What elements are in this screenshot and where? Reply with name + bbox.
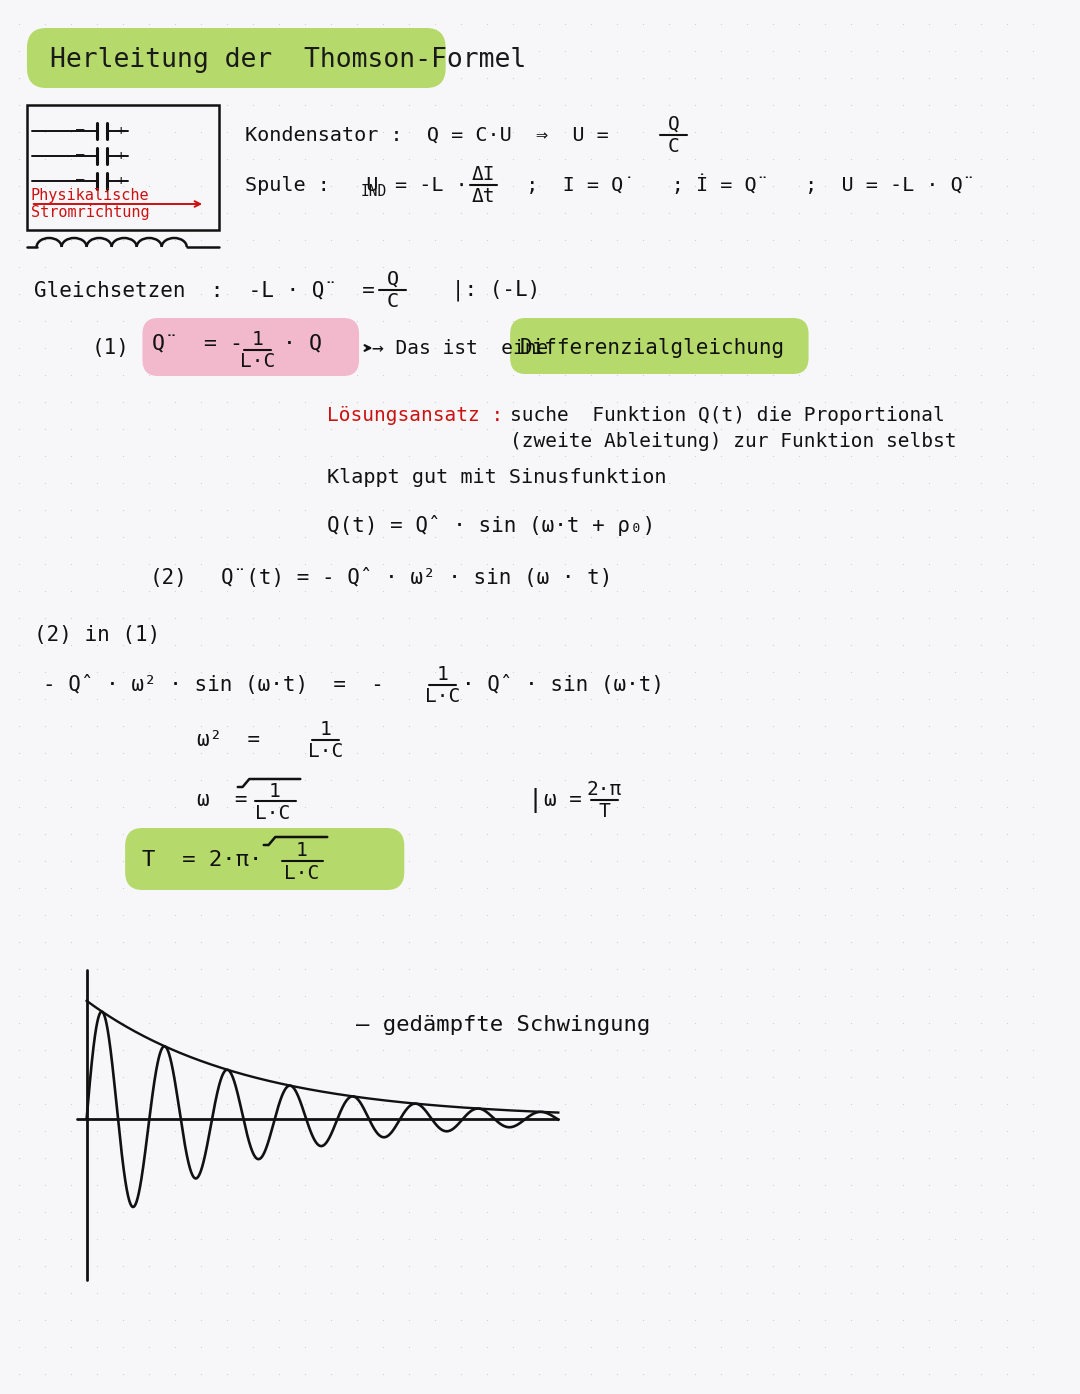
- FancyBboxPatch shape: [510, 318, 809, 374]
- Text: Δt: Δt: [472, 187, 495, 205]
- Text: Spule :   U: Spule : U: [245, 176, 379, 195]
- Text: –: –: [76, 149, 84, 163]
- Text: IND: IND: [361, 184, 388, 198]
- Text: C: C: [667, 137, 679, 156]
- Text: L·C: L·C: [255, 803, 291, 822]
- Text: Klappt gut mit Sinusfunktion: Klappt gut mit Sinusfunktion: [327, 467, 666, 487]
- Text: –: –: [76, 124, 84, 138]
- Text: |: (-L): |: (-L): [414, 279, 540, 301]
- Text: 1: 1: [320, 719, 332, 739]
- Text: suche  Funktion Q(t) die Proportional: suche Funktion Q(t) die Proportional: [510, 406, 945, 425]
- Text: (2) in (1): (2) in (1): [33, 625, 160, 645]
- Text: 1: 1: [437, 665, 448, 683]
- Text: (1): (1): [92, 337, 130, 358]
- FancyBboxPatch shape: [27, 28, 446, 88]
- Text: Herleitung der  Thomson-Formel: Herleitung der Thomson-Formel: [50, 47, 526, 72]
- Text: Kondensator :  Q = C·U  ⇒  U =: Kondensator : Q = C·U ⇒ U =: [245, 125, 609, 145]
- Text: Q̈  = -: Q̈ = -: [152, 333, 243, 353]
- Text: Q: Q: [387, 269, 399, 289]
- Text: +: +: [117, 149, 124, 163]
- Text: (2): (2): [149, 567, 187, 588]
- Text: |: |: [527, 788, 542, 813]
- Text: 1: 1: [296, 841, 307, 860]
- Text: Q: Q: [667, 114, 679, 134]
- FancyBboxPatch shape: [143, 318, 359, 376]
- Text: ;  I = Q̇   ; İ = Q̈   ;  U = -L · Q̈: ; I = Q̇ ; İ = Q̈ ; U = -L · Q̈: [502, 174, 975, 195]
- Text: Physikalische: Physikalische: [31, 188, 149, 202]
- Text: - Q̂ · ω² · sin (ω·t)  =  -: - Q̂ · ω² · sin (ω·t) = -: [43, 675, 384, 696]
- Text: +: +: [117, 124, 124, 138]
- Text: ω =: ω =: [544, 790, 582, 810]
- Text: = -L ·: = -L ·: [394, 176, 468, 195]
- Text: ΔI: ΔI: [472, 164, 495, 184]
- Text: Gleichsetzen  :  -L · Q̈  =: Gleichsetzen : -L · Q̈ =: [33, 280, 375, 300]
- Text: –: –: [76, 174, 84, 188]
- Text: · Q̂ · sin (ω·t): · Q̂ · sin (ω·t): [462, 675, 664, 696]
- Text: +: +: [117, 174, 124, 188]
- Text: L·C: L·C: [426, 686, 460, 705]
- Text: → Das ist  eine: → Das ist eine: [372, 339, 548, 357]
- Text: L·C: L·C: [284, 863, 319, 882]
- Text: Q̈(t) = - Q̂ · ω² · sin (ω · t): Q̈(t) = - Q̂ · ω² · sin (ω · t): [221, 567, 612, 588]
- Text: T  = 2·π·: T = 2·π·: [143, 850, 262, 870]
- Text: L·C: L·C: [308, 742, 343, 761]
- Text: 2·π: 2·π: [586, 779, 622, 799]
- Text: (zweite Ableitung) zur Funktion selbst: (zweite Ableitung) zur Funktion selbst: [510, 432, 957, 450]
- Text: Q(t) = Q̂ · sin (ω·t + ρ₀): Q(t) = Q̂ · sin (ω·t + ρ₀): [327, 514, 656, 535]
- Text: ω²  =: ω² =: [198, 730, 260, 750]
- FancyBboxPatch shape: [125, 828, 404, 889]
- Text: ω  =: ω =: [198, 790, 247, 810]
- Text: Differenzialgleichung: Differenzialgleichung: [519, 337, 785, 358]
- Text: Stromrichtung: Stromrichtung: [31, 205, 149, 219]
- Text: Lösungsansatz :: Lösungsansatz :: [327, 406, 503, 425]
- Text: · Q: · Q: [283, 333, 322, 353]
- Text: T: T: [598, 802, 610, 821]
- Text: C: C: [387, 291, 399, 311]
- Bar: [27, 105, 219, 230]
- Text: – gedämpfte Schwingung: – gedämpfte Schwingung: [356, 1015, 650, 1034]
- Text: L·C: L·C: [241, 351, 275, 371]
- Text: 1: 1: [252, 329, 264, 348]
- Text: 1: 1: [269, 782, 280, 800]
